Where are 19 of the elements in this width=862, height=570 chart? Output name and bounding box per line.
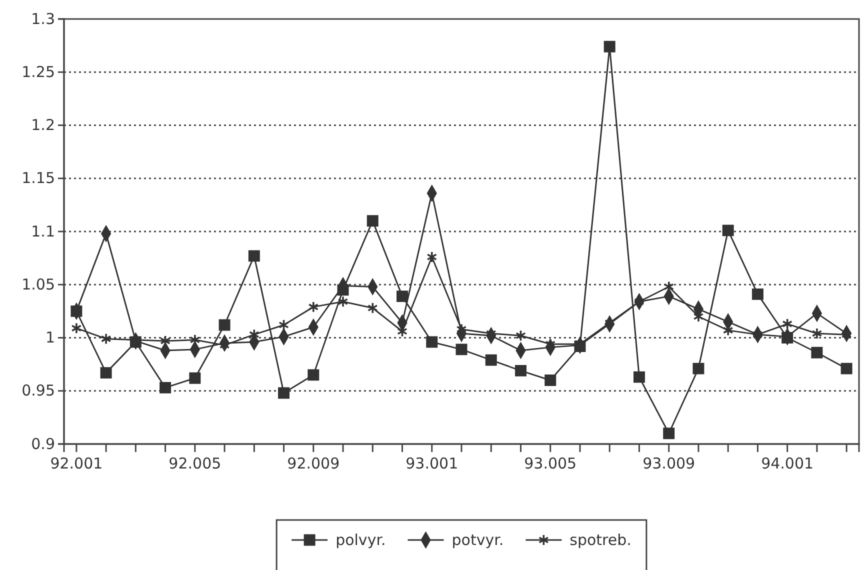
legend-label: spotreb.: [570, 531, 632, 549]
x-tick-label: 93.001: [406, 454, 458, 472]
x-tick-label: 92.005: [168, 454, 222, 472]
y-tick-label: 1.25: [22, 62, 55, 81]
x-tick-label: 92.001: [50, 454, 103, 472]
x-tick-label: 93.005: [524, 454, 577, 472]
y-tick-label: 1.05: [22, 275, 55, 294]
y-tick-label: 1.3: [31, 10, 55, 28]
x-tick-label: 93.009: [642, 454, 696, 472]
y-tick-label: 1.15: [22, 169, 55, 188]
y-tick-label: 0.9: [31, 434, 55, 453]
y-tick-label: 0.95: [22, 382, 55, 400]
x-tick-label: 94.001: [761, 454, 814, 472]
legend-label: potvyr.: [452, 531, 504, 549]
legend-label: polvyr.: [336, 531, 386, 549]
x-tick-label: 92.009: [287, 454, 340, 472]
y-tick-label: 1.1: [31, 222, 55, 240]
y-tick-label: 1.2: [31, 116, 55, 134]
y-tick-label: 1: [45, 328, 55, 347]
